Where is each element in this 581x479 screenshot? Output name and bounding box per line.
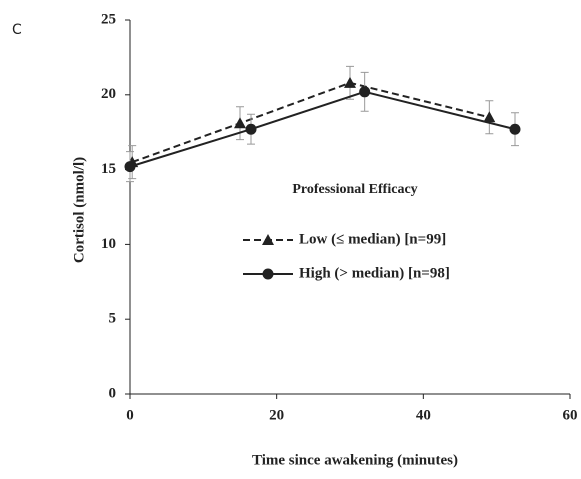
x-axis-title: Time since awakening (minutes) <box>252 452 458 468</box>
legend-marker <box>262 268 274 280</box>
marker <box>483 111 496 123</box>
y-tick-label: 20 <box>101 86 116 102</box>
legend-marker <box>262 234 274 245</box>
marker <box>509 123 521 135</box>
marker <box>124 161 136 173</box>
y-axis-title: Cortisol (nmol/l) <box>71 157 87 263</box>
x-tick-label: 20 <box>269 407 284 423</box>
y-tick-label: 25 <box>101 11 116 27</box>
x-tick-label: 0 <box>126 407 134 423</box>
marker <box>359 86 371 98</box>
legend-label: High (> median) [n=98] <box>299 265 450 281</box>
marker <box>245 123 257 135</box>
x-tick-label: 40 <box>416 407 431 423</box>
legend-label: Low (≤ median) [n=99] <box>299 231 446 247</box>
series-line <box>129 90 516 168</box>
legend-title: Professional Efficacy <box>292 182 417 197</box>
marker <box>234 117 246 129</box>
marker <box>344 76 356 88</box>
y-tick-label: 10 <box>101 236 116 252</box>
x-tick-label: 60 <box>563 407 578 423</box>
panel-label: C <box>12 22 22 38</box>
y-tick-label: 5 <box>109 311 117 327</box>
y-tick-label: 15 <box>101 161 116 177</box>
series-line <box>131 81 490 164</box>
y-tick-label: 0 <box>109 385 117 401</box>
